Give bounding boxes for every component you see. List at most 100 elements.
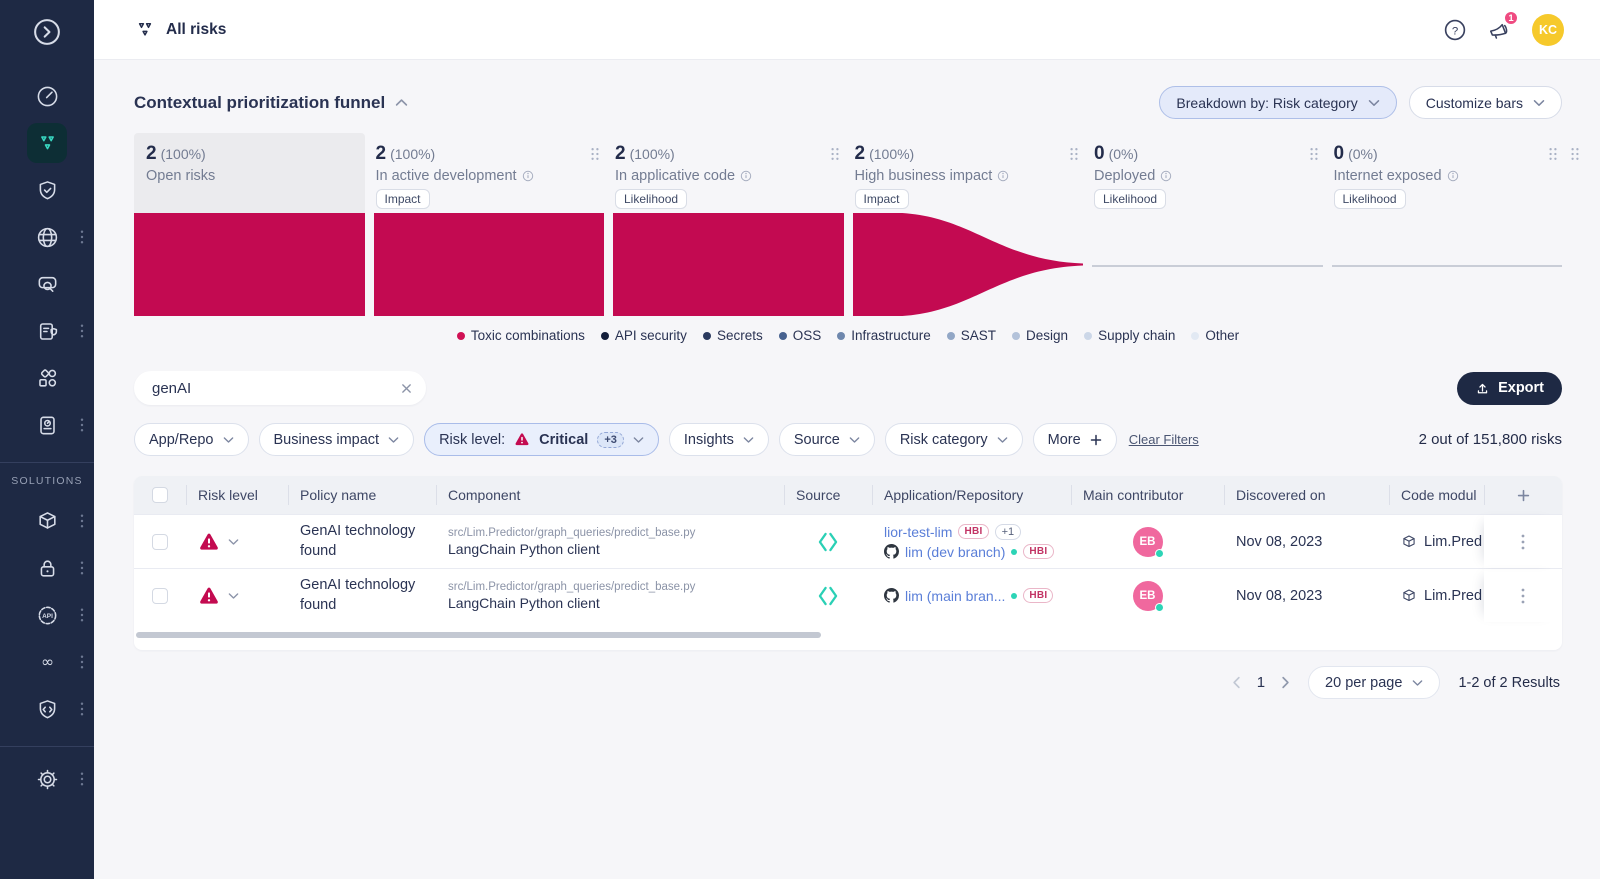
source-gem-icon[interactable] <box>816 530 840 554</box>
funnel-stage-deployed[interactable]: 0 (0%) Deployed Likelihood <box>1092 133 1323 316</box>
filter-business-impact[interactable]: Business impact <box>258 423 415 456</box>
sidebar-item-api-security[interactable] <box>27 595 67 635</box>
funnel-stage-high-business-impact[interactable]: 2 (100%) High business impact Impact <box>852 133 1084 316</box>
chevron-down-icon[interactable] <box>228 538 239 546</box>
component-name[interactable]: LangChain Python client <box>448 594 600 611</box>
sidebar-item-supply-chain[interactable] <box>27 501 67 541</box>
legend-item[interactable]: SAST <box>946 328 996 343</box>
legend-item[interactable]: API security <box>600 328 687 343</box>
legend-item[interactable]: Supply chain <box>1084 328 1175 343</box>
sidebar-item-posture[interactable] <box>27 170 67 210</box>
filter-app-repo[interactable]: App/Repo <box>134 423 249 456</box>
policy-name[interactable]: GenAI technology found <box>300 576 416 613</box>
policy-name[interactable]: GenAI technology found <box>300 522 416 559</box>
sidebar-item-governance[interactable] <box>27 311 67 351</box>
drag-handle-icon[interactable] <box>830 147 840 161</box>
breakdown-by-dropdown[interactable]: Breakdown by: Risk category <box>1159 86 1397 119</box>
funnel-bar[interactable] <box>134 213 365 316</box>
help-button[interactable] <box>1443 18 1467 42</box>
current-page[interactable]: 1 <box>1256 674 1266 691</box>
submenu-dots-icon[interactable] <box>80 561 84 575</box>
application-link[interactable]: lior-test-lim <box>884 523 953 540</box>
funnel-bar-taper[interactable] <box>852 213 1084 316</box>
funnel-stage-internet-exposed[interactable]: 0 (0%) Internet exposed Likelihood <box>1331 133 1563 316</box>
info-icon[interactable] <box>740 170 752 182</box>
submenu-dots-icon[interactable] <box>80 655 84 669</box>
sidebar-item-cicd[interactable] <box>27 642 67 682</box>
table-row[interactable]: GenAI technology found src/Lim.Predictor… <box>134 514 1562 568</box>
submenu-dots-icon[interactable] <box>80 324 84 338</box>
sidebar-expand-button[interactable] <box>27 12 67 52</box>
select-all-checkbox[interactable] <box>152 487 168 503</box>
component-cell[interactable]: src/Lim.Predictor/graph_queries/predict_… <box>436 515 784 568</box>
more-apps-badge[interactable]: +1 <box>994 523 1022 540</box>
sidebar-item-risks[interactable] <box>27 123 67 163</box>
sidebar-item-secrets[interactable] <box>27 548 67 588</box>
legend-item[interactable]: OSS <box>778 328 821 343</box>
legend-item[interactable]: Design <box>1012 328 1068 343</box>
column-discovered[interactable]: Discovered on <box>1224 476 1389 514</box>
user-avatar[interactable]: KC <box>1532 13 1564 46</box>
code-module-cell[interactable]: Lim.Pred <box>1389 515 1484 568</box>
funnel-bar[interactable] <box>373 213 604 316</box>
risk-level-cell[interactable] <box>186 515 288 568</box>
sidebar-item-dashboard[interactable] <box>27 76 67 116</box>
source-gem-icon[interactable] <box>816 584 840 608</box>
repository-link[interactable]: lim (dev branch) <box>905 543 1006 560</box>
sidebar-item-reports[interactable] <box>27 405 67 445</box>
column-code-module[interactable]: Code modul <box>1389 476 1484 514</box>
submenu-dots-icon[interactable] <box>80 772 84 786</box>
drag-handle-icon[interactable] <box>1309 147 1319 161</box>
column-source[interactable]: Source <box>784 476 872 514</box>
funnel-stage-open-risks[interactable]: 2 (100%) Open risks <box>134 133 365 316</box>
legend-item[interactable]: Toxic combinations <box>456 328 585 343</box>
filter-source[interactable]: Source <box>778 423 875 456</box>
row-checkbox[interactable] <box>152 533 168 550</box>
info-icon[interactable] <box>1447 170 1459 182</box>
add-column-button[interactable] <box>1484 476 1562 514</box>
drag-handle-icon[interactable] <box>1570 147 1580 161</box>
component-name[interactable]: LangChain Python client <box>448 540 600 557</box>
legend-item[interactable]: Secrets <box>702 328 763 343</box>
submenu-dots-icon[interactable] <box>80 514 84 528</box>
filter-insights[interactable]: Insights <box>668 423 769 456</box>
row-checkbox[interactable] <box>152 587 168 604</box>
risk-level-cell[interactable] <box>186 569 288 622</box>
submenu-dots-icon[interactable] <box>80 230 84 244</box>
filter-more[interactable]: More <box>1032 423 1117 456</box>
next-page-button[interactable] <box>1281 676 1290 689</box>
filter-risk-level[interactable]: Risk level: Critical +3 <box>424 423 659 456</box>
announcements-button[interactable]: 1 <box>1487 10 1519 42</box>
sidebar-item-code-security[interactable] <box>27 689 67 729</box>
collapse-funnel-button[interactable] <box>395 98 408 107</box>
funnel-bar[interactable] <box>613 213 844 316</box>
sidebar-item-settings[interactable] <box>27 759 67 799</box>
column-component[interactable]: Component <box>436 476 784 514</box>
repository-link[interactable]: lim (main bran... <box>905 587 1006 604</box>
export-button[interactable]: Export <box>1457 371 1562 405</box>
component-cell[interactable]: src/Lim.Predictor/graph_queries/predict_… <box>436 569 784 622</box>
chevron-down-icon[interactable] <box>228 592 239 600</box>
submenu-dots-icon[interactable] <box>80 702 84 716</box>
sidebar-item-components[interactable] <box>27 358 67 398</box>
funnel-stage-in-active-development[interactable]: 2 (100%) In active development Impact <box>373 133 604 316</box>
drag-handle-icon[interactable] <box>1548 147 1558 161</box>
search-input[interactable] <box>152 379 401 397</box>
submenu-dots-icon[interactable] <box>80 418 84 432</box>
clear-filters-link[interactable]: Clear Filters <box>1128 432 1199 447</box>
clear-search-icon[interactable] <box>401 383 412 394</box>
drag-handle-icon[interactable] <box>1069 147 1079 161</box>
column-risk-level[interactable]: Risk level <box>186 476 288 514</box>
sidebar-item-inventory[interactable] <box>27 264 67 304</box>
column-contributor[interactable]: Main contributor <box>1071 476 1224 514</box>
filter-risk-category[interactable]: Risk category <box>884 423 1023 456</box>
legend-item[interactable]: Infrastructure <box>837 328 931 343</box>
previous-page-button[interactable] <box>1232 676 1241 689</box>
column-policy-name[interactable]: Policy name <box>288 476 436 514</box>
info-icon[interactable] <box>997 170 1009 182</box>
column-application[interactable]: Application/Repository <box>872 476 1071 514</box>
table-row[interactable]: GenAI technology found src/Lim.Predictor… <box>134 568 1562 622</box>
per-page-dropdown[interactable]: 20 per page <box>1308 666 1441 699</box>
drag-handle-icon[interactable] <box>590 147 600 161</box>
code-module-cell[interactable]: Lim.Pred <box>1389 569 1484 622</box>
